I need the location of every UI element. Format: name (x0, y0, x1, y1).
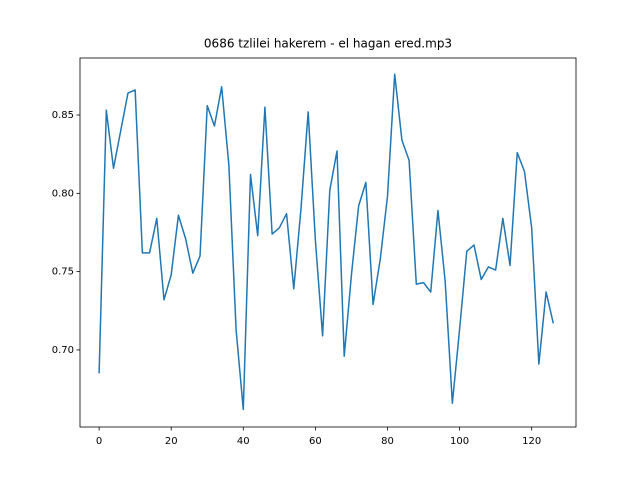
y-tick-label: 0.75 (52, 267, 74, 278)
x-tick-label: 100 (450, 436, 469, 447)
x-tick-label: 40 (237, 436, 250, 447)
axes-frame (79, 57, 577, 428)
y-tick-label: 0.85 (52, 110, 74, 121)
x-tick-label: 60 (309, 436, 322, 447)
y-tick-label: 0.80 (52, 188, 74, 199)
x-tick-label: 120 (522, 436, 541, 447)
x-tick-label: 0 (96, 436, 102, 447)
chart-title: 0686 tzlilei hakerem - el hagan ered.mp3 (204, 37, 452, 51)
y-tick-label: 0.70 (52, 345, 74, 356)
x-tick-label: 20 (165, 436, 178, 447)
x-tick-label: 80 (381, 436, 394, 447)
line-series (98, 73, 555, 411)
